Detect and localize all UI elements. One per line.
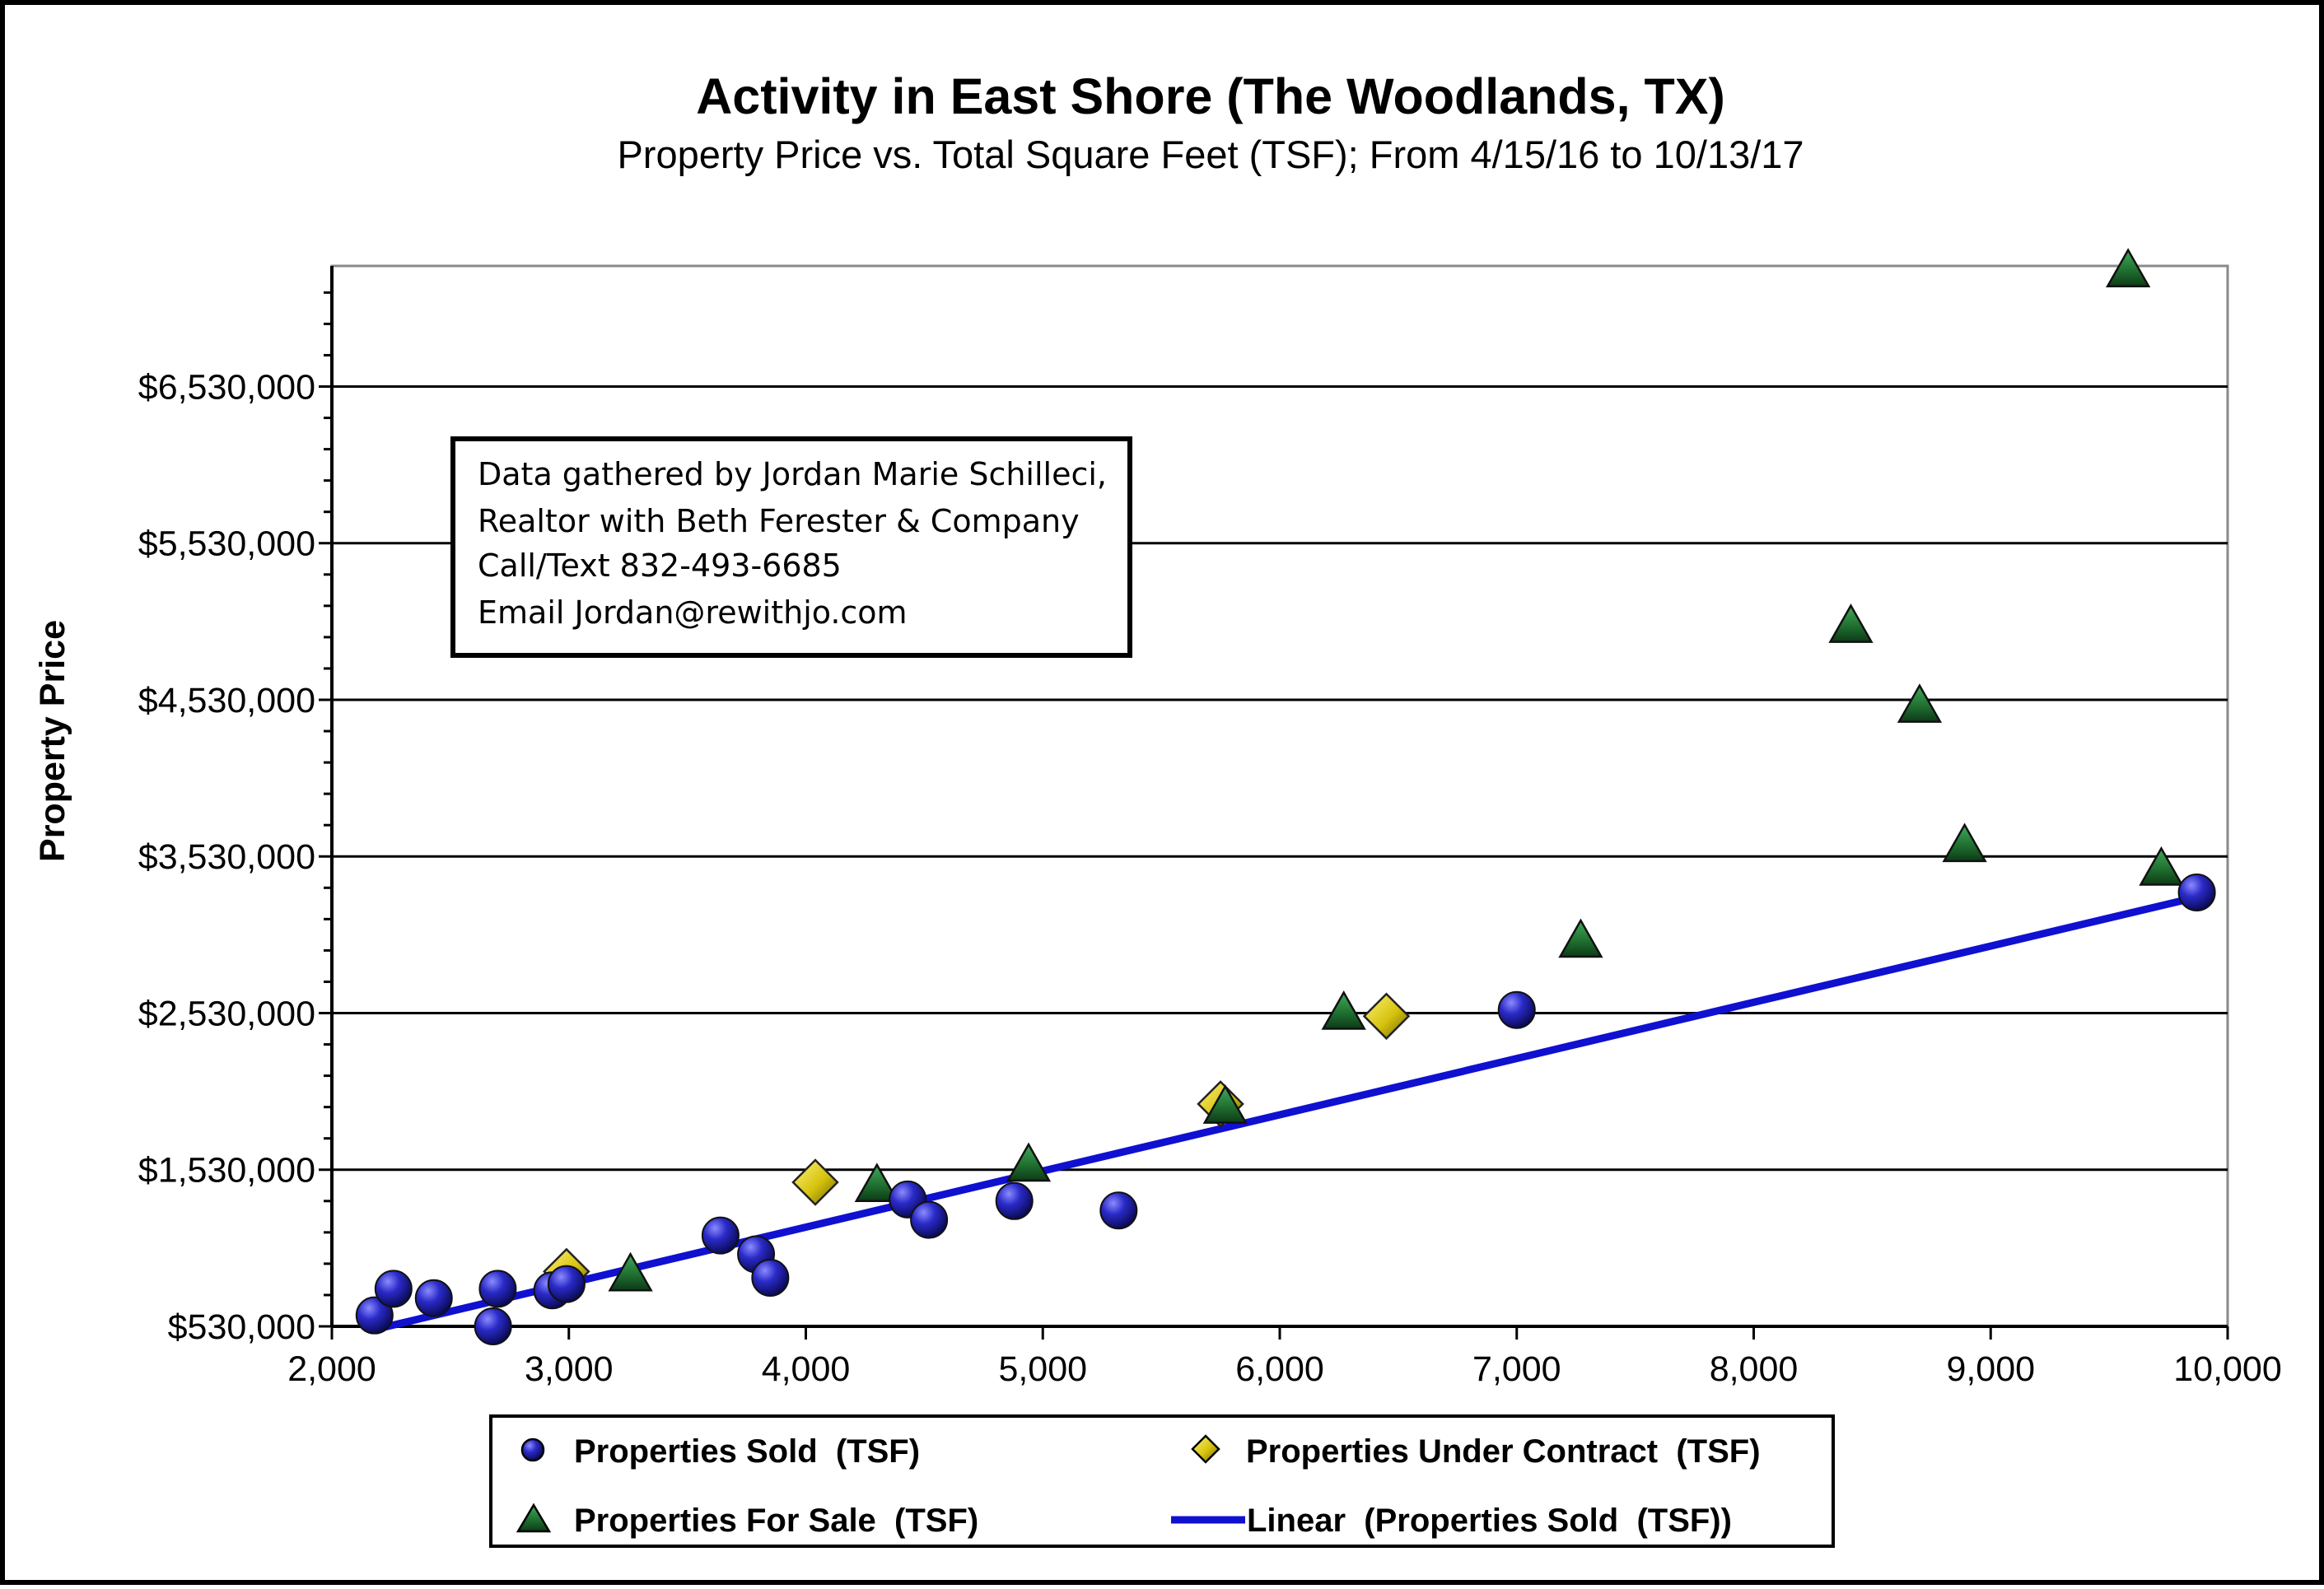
point-for-sale — [1006, 1142, 1052, 1182]
annotation-box: Data gathered by Jordan Marie Schilleci,… — [450, 436, 1132, 658]
annotation-line-1: Data gathered by Jordan Marie Schilleci, — [478, 456, 1107, 492]
y-tick-label: $2,530,000 — [138, 994, 315, 1033]
annotation-line-3: Call/Text 832-493-6685 — [478, 548, 842, 584]
x-tick-label: 2,000 — [287, 1349, 376, 1389]
y-tick-label: $5,530,000 — [138, 524, 315, 564]
x-tick-label: 4,000 — [762, 1349, 851, 1389]
legend-frame — [489, 1414, 1835, 1548]
legend-linear-label: Linear (Properties Sold (TSF)) — [1247, 1503, 1732, 1539]
chart-subtitle: Property Price vs. Total Square Feet (TS… — [617, 133, 1804, 176]
legend-contract-marker — [1191, 1434, 1220, 1464]
point-sold — [701, 1216, 740, 1255]
plot-area — [330, 264, 2229, 1328]
point-sold — [474, 1307, 512, 1345]
point-for-sale — [1828, 603, 1874, 643]
axes: $530,000 $1,530,000 $2,530,000 $3,530,000 $4… — [138, 266, 2282, 1389]
x-tick-label: 7,000 — [1472, 1349, 1561, 1389]
x-tick-label: 9,000 — [1946, 1349, 2035, 1389]
y-axis-label: Property Price — [33, 620, 72, 862]
point-for-sale — [2105, 248, 2151, 287]
legend-item-contract: Properties Under Contract (TSF) — [1191, 1433, 1761, 1470]
y-tick-label: $530,000 — [168, 1307, 315, 1347]
point-sold — [547, 1265, 586, 1303]
point-sold — [910, 1200, 949, 1239]
point-sold — [374, 1270, 413, 1308]
point-sold — [355, 1296, 394, 1335]
point-sold — [2177, 874, 2216, 912]
point-sold — [414, 1279, 453, 1317]
y-tick-label: $1,530,000 — [138, 1151, 315, 1191]
point-sold — [1099, 1191, 1138, 1230]
point-for-sale — [1558, 918, 1603, 958]
point-sold — [478, 1270, 517, 1308]
markers-layer — [355, 248, 2216, 1345]
x-tick-label: 10,000 — [2173, 1349, 2282, 1389]
x-tick-label: 3,000 — [525, 1349, 614, 1389]
legend-item-sold: Properties Sold (TSF) — [520, 1433, 920, 1470]
x-tick-label: 6,000 — [1235, 1349, 1324, 1389]
legend-item-linear: Linear (Properties Sold (TSF)) — [1171, 1503, 1732, 1539]
trendline-linear — [371, 893, 2201, 1334]
annotation-line-2: Realtor with Beth Ferester & Company — [478, 503, 1080, 539]
point-for-sale — [1202, 1084, 1248, 1124]
x-tick-label: 5,000 — [998, 1349, 1087, 1389]
chart-title: Activity in East Shore (The Woodlands, T… — [696, 68, 1725, 124]
legend-item-for-sale: Properties For Sale (TSF) — [516, 1503, 978, 1539]
point-sold — [995, 1181, 1034, 1220]
annotation-frame — [450, 436, 1132, 658]
point-for-sale — [1897, 683, 1943, 723]
point-for-sale — [608, 1251, 653, 1292]
legend-for-sale-marker — [516, 1503, 552, 1533]
point-sold — [751, 1259, 790, 1298]
point-for-sale — [2139, 846, 2184, 886]
legend-contract-label: Properties Under Contract (TSF) — [1246, 1433, 1761, 1470]
legend-sold-label: Properties Sold (TSF) — [574, 1433, 920, 1470]
legend: Properties Sold (TSF) Properties Under C… — [489, 1414, 1835, 1548]
y-tick-label: $4,530,000 — [138, 681, 315, 720]
point-under-contract — [791, 1158, 839, 1206]
y-tick-label: $6,530,000 — [138, 367, 315, 407]
point-sold — [1497, 990, 1536, 1029]
legend-for-sale-label: Properties For Sale (TSF) — [574, 1503, 978, 1539]
x-tick-label: 8,000 — [1710, 1349, 1799, 1389]
annotation-line-4: Email Jordan@rewithjo.com — [478, 594, 908, 631]
point-for-sale — [1942, 822, 1987, 863]
y-tick-label: $3,530,000 — [138, 837, 315, 877]
trendline-layer — [371, 893, 2201, 1334]
point-under-contract — [1362, 992, 1411, 1041]
point-for-sale — [854, 1163, 899, 1203]
legend-sold-marker — [520, 1438, 545, 1462]
point-for-sale — [1321, 990, 1366, 1030]
